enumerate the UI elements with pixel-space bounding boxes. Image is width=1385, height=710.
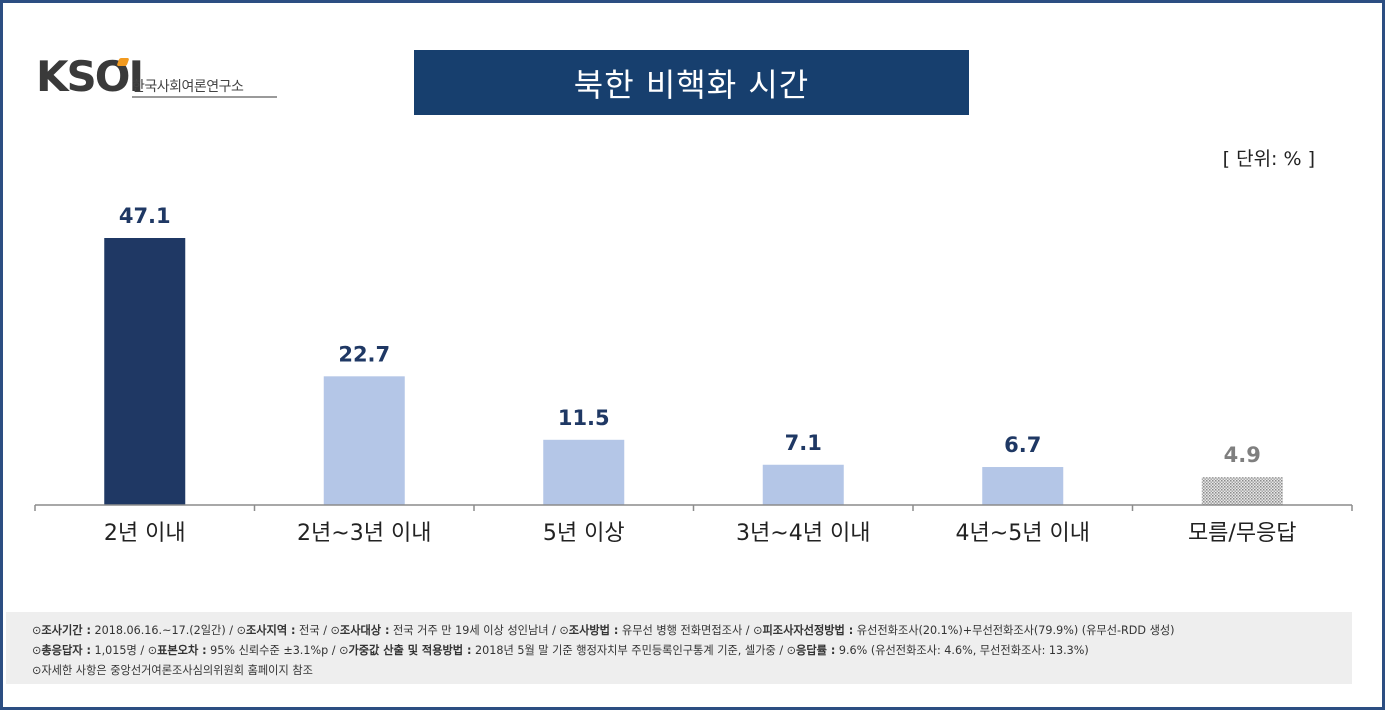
footnote-line-3: ⊙자세한 사항은 중앙선거여론조사심의위원회 홈페이지 참조 bbox=[32, 661, 1352, 681]
bar-chart: 47.1 22.7 11.5 7.1 6.7 4.9 2년 이내 2년~3년 이내 5년 이상… bbox=[34, 204, 1353, 546]
bar bbox=[1201, 477, 1283, 505]
bullet-icon: ⊙ bbox=[330, 624, 340, 637]
footnote-key: 조사방법 : bbox=[568, 624, 619, 637]
x-tick-label: 2년~3년 이내 bbox=[297, 521, 431, 546]
footnote-value: 유선전화조사(20.1%)+무선전화조사(79.9%) (유무선-RDD 생성) bbox=[853, 624, 1175, 637]
footnote-value: 9.6% (유선전화조사: 4.6%, 무선전화조사: 13.3%) bbox=[835, 644, 1089, 657]
data-label: 7.1 bbox=[785, 431, 822, 455]
footnote-value: 전국 거주 만 19세 이상 성인남녀 / bbox=[389, 624, 560, 637]
chart-title-text: 북한 비핵화 시간 bbox=[573, 65, 810, 104]
bar bbox=[762, 464, 844, 505]
footnote-key: 조사지역 : bbox=[245, 624, 296, 637]
footnote-key: 응답률 : bbox=[796, 644, 836, 657]
x-tick-label: 3년~4년 이내 bbox=[736, 521, 870, 546]
x-tick-label: 모름/무응답 bbox=[1188, 521, 1297, 546]
footnote-value: 95% 신뢰수준 ±3.1%p / bbox=[206, 644, 340, 657]
bullet-icon: ⊙ bbox=[32, 644, 42, 657]
footnote-key: 조사기간 : bbox=[41, 624, 91, 637]
bar bbox=[543, 439, 625, 505]
survey-footnote: ⊙조사기간 : 2018.06.16.~17.(2일간) / ⊙조사지역 : 전… bbox=[6, 612, 1352, 684]
bullet-icon: ⊙ bbox=[559, 624, 569, 637]
unit-label: [ 단위: % ] bbox=[1222, 148, 1315, 170]
data-label: 47.1 bbox=[119, 204, 171, 228]
data-label: 22.7 bbox=[338, 342, 390, 366]
ksoi-logo: KSOI 한국사회여론연구소 bbox=[36, 56, 277, 106]
bar bbox=[982, 467, 1064, 505]
footnote-key: 표본오차 : bbox=[157, 644, 207, 657]
chart-title: 북한 비핵화 시간 bbox=[414, 50, 969, 115]
bullet-icon: ⊙ bbox=[786, 644, 797, 657]
x-tick-label: 5년 이상 bbox=[543, 521, 625, 546]
data-label: 11.5 bbox=[558, 406, 610, 430]
footnote-key: 가중값 산출 및 적용방법 : bbox=[348, 644, 472, 657]
footnote-value: 2018년 5월 말 기준 행정자치부 주민등록인구통계 기준, 셀가중 / bbox=[471, 644, 787, 657]
data-label: 6.7 bbox=[1004, 433, 1041, 457]
bar bbox=[104, 238, 186, 505]
footnote-line-1: ⊙조사기간 : 2018.06.16.~17.(2일간) / ⊙조사지역 : 전… bbox=[32, 621, 1352, 641]
bullet-icon: ⊙ bbox=[32, 624, 42, 637]
footnote-key: 피조사자선정방법 : bbox=[762, 624, 854, 637]
footnote-key: 조사대상 : bbox=[339, 624, 390, 637]
footnote-value: 유무선 병행 전화면접조사 / bbox=[618, 624, 754, 637]
footnote-line-2: ⊙총응답자 : 1,015명 / ⊙표본오차 : 95% 신뢰수준 ±3.1%p… bbox=[32, 641, 1352, 661]
bullet-icon: ⊙ bbox=[339, 644, 349, 657]
data-label: 4.9 bbox=[1224, 443, 1261, 467]
logo-subtitle: 한국사회여론연구소 bbox=[132, 79, 244, 95]
footnote-value: 2018.06.16.~17.(2일간) / bbox=[90, 624, 237, 637]
logo-underline bbox=[132, 96, 277, 98]
bullet-icon: ⊙ bbox=[32, 664, 42, 677]
bullet-icon: ⊙ bbox=[236, 624, 246, 637]
footnote-text: 자세한 사항은 중앙선거여론조사심의위원회 홈페이지 참조 bbox=[41, 664, 313, 677]
footnote-value: 전국 / bbox=[295, 624, 331, 637]
bullet-icon: ⊙ bbox=[147, 644, 158, 657]
x-tick-label: 4년~5년 이내 bbox=[956, 521, 1090, 546]
footnote-value: 1,015명 / bbox=[90, 644, 148, 657]
bullet-icon: ⊙ bbox=[753, 624, 763, 637]
x-tick-label: 2년 이내 bbox=[104, 521, 186, 546]
footnote-key: 총응답자 : bbox=[41, 644, 91, 657]
bar bbox=[323, 376, 405, 505]
